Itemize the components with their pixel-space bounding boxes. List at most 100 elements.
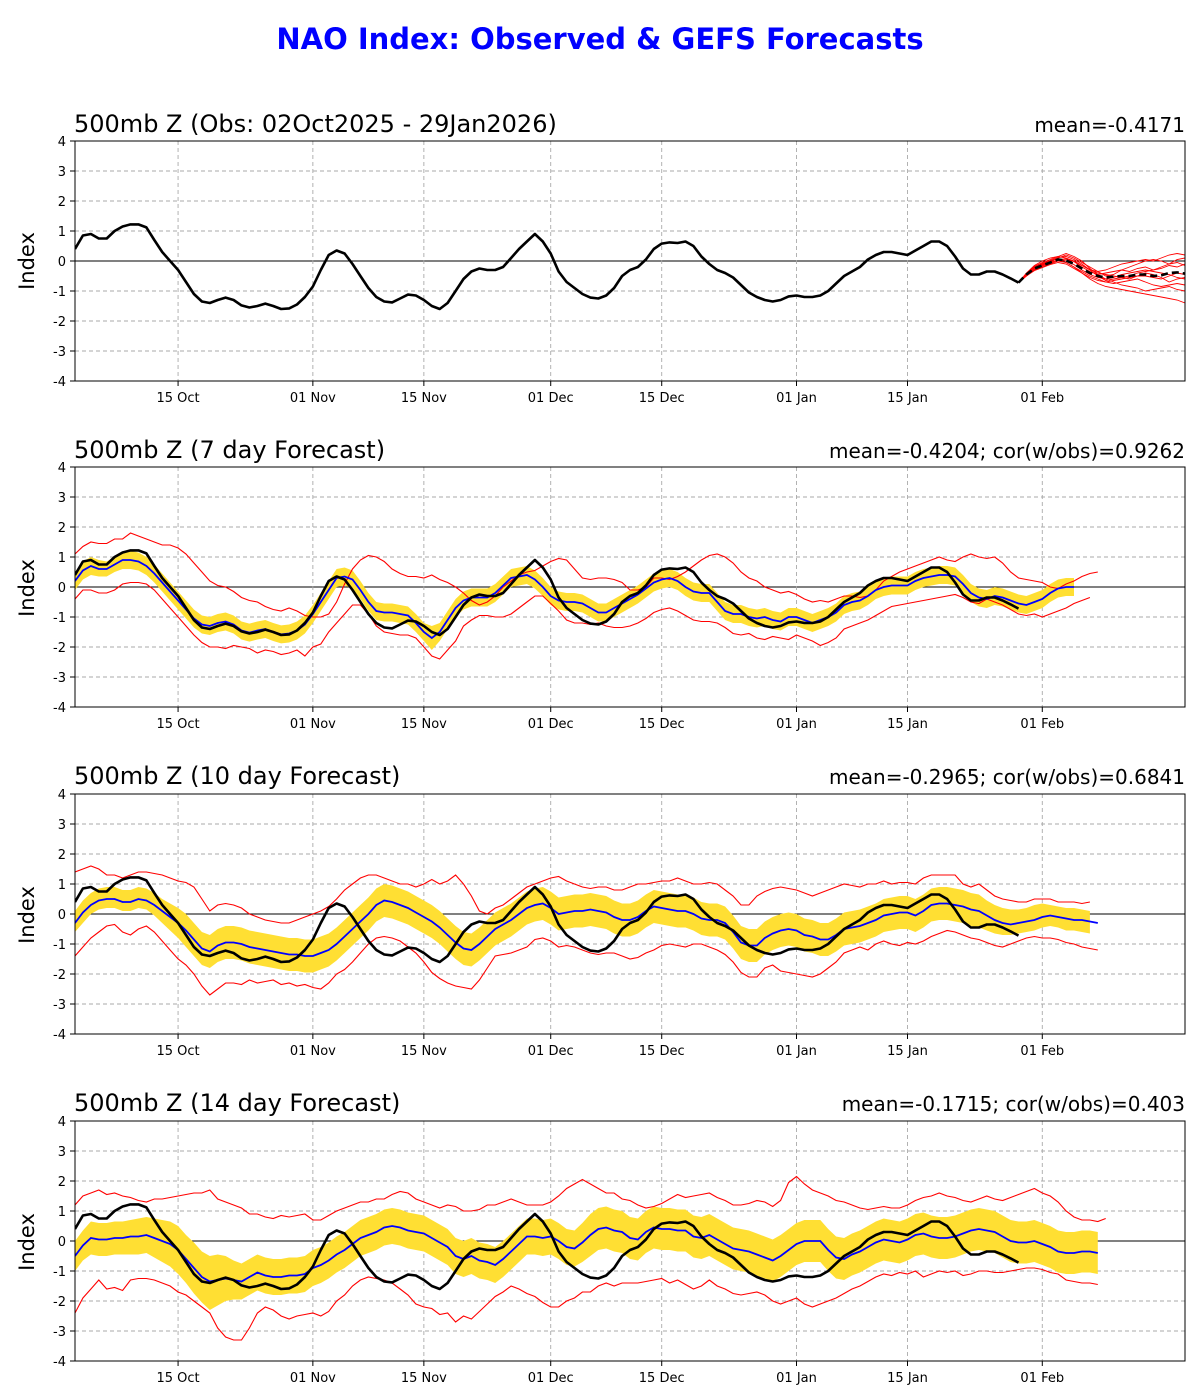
x-tick-label: 01 Feb <box>1020 391 1064 406</box>
ensemble-member-line <box>1018 262 1185 283</box>
y-tick-label: 3 <box>58 818 66 833</box>
x-tick-label: 01 Nov <box>290 717 336 732</box>
page-title: NAO Index: Observed & GEFS Forecasts <box>276 22 924 56</box>
x-tick-label: 01 Jan <box>776 1044 817 1059</box>
lower-bound-line <box>75 1267 1098 1341</box>
plot-frame <box>74 793 1186 1035</box>
x-tick-label: 15 Dec <box>639 1371 685 1386</box>
y-tick-label: -3 <box>53 671 66 686</box>
x-tick-label: 15 Dec <box>639 391 685 406</box>
x-tick-label: 15 Jan <box>887 391 928 406</box>
x-tick-label: 01 Jan <box>776 717 817 732</box>
plot-area <box>75 532 1098 660</box>
ensemble-member-line <box>1018 260 1185 304</box>
x-tick-label: 01 Nov <box>290 1044 336 1059</box>
y-tick-label: 3 <box>58 491 66 506</box>
plot-frame <box>74 140 1186 382</box>
forecast-mean-line <box>75 898 1098 957</box>
x-tick-label: 15 Oct <box>156 717 199 732</box>
spread-band <box>75 884 1090 973</box>
x-tick-label: 15 Oct <box>156 391 199 406</box>
x-tick-label: 01 Dec <box>528 391 574 406</box>
x-tick-label: 01 Nov <box>290 1371 336 1386</box>
y-axis-label: Index <box>15 232 39 290</box>
y-tick-label: 1 <box>58 551 66 566</box>
y-tick-label: -4 <box>53 701 66 716</box>
x-tick-label: 01 Dec <box>528 1371 574 1386</box>
observed-line <box>75 1203 1020 1291</box>
y-tick-label: -4 <box>53 1028 66 1043</box>
x-tick-label: 15 Dec <box>639 717 685 732</box>
spread-band <box>75 551 1074 650</box>
ensemble-member-line <box>1018 253 1185 283</box>
y-tick-label: -3 <box>53 998 66 1013</box>
plot-area <box>75 223 1185 311</box>
ensemble-member-line <box>1018 256 1185 283</box>
x-tick-label: 01 Nov <box>290 391 336 406</box>
panel-stats: mean=-0.4204; cor(w/obs)=0.9262 <box>829 439 1185 463</box>
lower-bound-line <box>75 923 1098 996</box>
y-tick-label: -3 <box>53 345 66 360</box>
x-tick-label: 15 Oct <box>156 1371 199 1386</box>
x-tick-label: 01 Feb <box>1020 717 1064 732</box>
x-tick-label: 15 Oct <box>156 1044 199 1059</box>
y-tick-label: 4 <box>58 788 66 803</box>
y-tick-label: -1 <box>53 611 66 626</box>
y-tick-label: 0 <box>58 255 66 270</box>
panel-stats: mean=-0.1715; cor(w/obs)=0.403 <box>842 1092 1185 1116</box>
plot-area <box>75 1175 1106 1341</box>
y-tick-label: 4 <box>58 1115 66 1130</box>
y-tick-label: -1 <box>53 938 66 953</box>
observed-line <box>75 223 1020 311</box>
panel-title: 500mb Z (10 day Forecast) <box>74 762 400 790</box>
x-tick-label: 15 Jan <box>887 1371 928 1386</box>
panel-d7: 500mb Z (7 day Forecast) mean=-0.4204; c… <box>15 436 1186 732</box>
y-tick-label: -1 <box>53 285 66 300</box>
y-axis-label: Index <box>15 559 39 617</box>
plot-frame <box>74 466 1186 708</box>
y-tick-label: -4 <box>53 1355 66 1370</box>
y-tick-label: -2 <box>53 1295 66 1310</box>
y-tick-label: -2 <box>53 968 66 983</box>
y-tick-label: 2 <box>58 195 66 210</box>
forecast-mean-line <box>75 1225 1098 1283</box>
y-tick-label: 1 <box>58 225 66 240</box>
panel-obs: 500mb Z (Obs: 02Oct2025 - 29Jan2026) mea… <box>15 110 1186 406</box>
x-tick-label: 15 Jan <box>887 1044 928 1059</box>
upper-bound-line <box>75 865 1091 924</box>
y-tick-label: 3 <box>58 1145 66 1160</box>
upper-bound-line <box>75 1175 1106 1223</box>
panel-title: 500mb Z (Obs: 02Oct2025 - 29Jan2026) <box>74 110 557 138</box>
plot-area <box>75 865 1098 996</box>
y-tick-label: 0 <box>58 581 66 596</box>
panel-d10: 500mb Z (10 day Forecast) mean=-0.2965; … <box>15 762 1186 1059</box>
x-tick-label: 01 Dec <box>528 1044 574 1059</box>
x-tick-label: 15 Nov <box>401 717 447 732</box>
x-tick-label: 01 Dec <box>528 717 574 732</box>
lower-bound-line <box>75 581 1091 660</box>
observed-line <box>75 549 1020 637</box>
y-tick-label: 2 <box>58 521 66 536</box>
y-tick-label: -4 <box>53 375 66 390</box>
panel-stats: mean=-0.4171 <box>1034 113 1185 137</box>
x-tick-label: 15 Nov <box>401 1044 447 1059</box>
x-tick-label: 01 Feb <box>1020 1371 1064 1386</box>
observed-line <box>75 876 1020 964</box>
y-tick-label: -1 <box>53 1265 66 1280</box>
x-tick-label: 01 Feb <box>1020 1044 1064 1059</box>
y-axis-label: Index <box>15 1213 39 1271</box>
x-tick-label: 01 Jan <box>776 1371 817 1386</box>
x-tick-label: 15 Nov <box>401 391 447 406</box>
x-tick-label: 15 Nov <box>401 1371 447 1386</box>
y-tick-label: 0 <box>58 1235 66 1250</box>
y-axis-label: Index <box>15 886 39 944</box>
x-tick-label: 15 Dec <box>639 1044 685 1059</box>
y-tick-label: 4 <box>58 135 66 150</box>
plot-frame <box>74 1120 1186 1362</box>
y-tick-label: -3 <box>53 1325 66 1340</box>
y-tick-label: 1 <box>58 878 66 893</box>
ensemble-mean-line <box>1017 258 1185 284</box>
panel-title: 500mb Z (14 day Forecast) <box>74 1089 400 1117</box>
y-tick-label: 0 <box>58 908 66 923</box>
